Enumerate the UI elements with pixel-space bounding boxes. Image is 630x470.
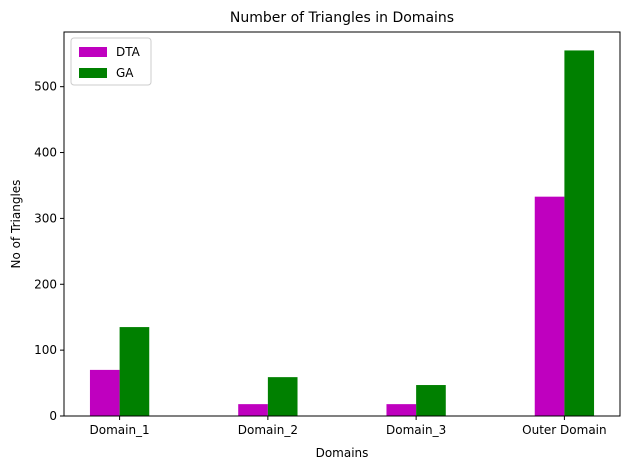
y-tick-label: 500 bbox=[34, 80, 57, 94]
bar-dta-4 bbox=[534, 196, 565, 416]
y-tick-label: 100 bbox=[34, 343, 57, 357]
y-tick-label: 200 bbox=[34, 277, 57, 291]
legend-label-dta: DTA bbox=[116, 45, 141, 59]
bar-ga-2 bbox=[267, 377, 298, 416]
bar-dta-1 bbox=[89, 369, 120, 416]
legend-label-ga: GA bbox=[116, 66, 134, 80]
x-tick-label: Domain_1 bbox=[89, 423, 149, 437]
y-axis-label: No of Triangles bbox=[9, 180, 23, 269]
x-tick-label: Outer Domain bbox=[522, 423, 606, 437]
chart-title: Number of Triangles in Domains bbox=[230, 10, 454, 26]
legend-swatch-dta bbox=[79, 47, 107, 57]
bar-ga-4 bbox=[564, 50, 595, 416]
y-tick-label: 300 bbox=[34, 211, 57, 225]
x-tick-label: Domain_2 bbox=[238, 423, 298, 437]
y-tick-label: 400 bbox=[34, 146, 57, 160]
x-tick-label: Domain_3 bbox=[386, 423, 446, 437]
axes-frame bbox=[63, 31, 621, 417]
bar-ga-1 bbox=[119, 327, 150, 416]
x-axis-label: Domains bbox=[316, 446, 369, 460]
legend-swatch-ga bbox=[79, 68, 107, 78]
bar-ga-3 bbox=[416, 385, 446, 416]
bar-dta-2 bbox=[238, 404, 268, 416]
plot-area: 0 100 200 300 400 500 Domain_1 Domain_2 Domain_3… bbox=[34, 31, 621, 437]
bar-dta-3 bbox=[386, 404, 417, 416]
legend: DTA GA bbox=[70, 37, 152, 86]
y-tick-label: 0 bbox=[49, 409, 57, 423]
